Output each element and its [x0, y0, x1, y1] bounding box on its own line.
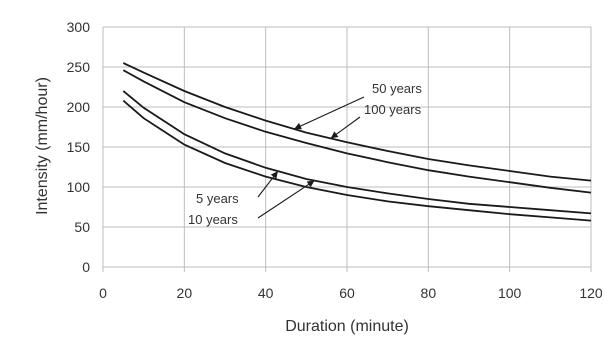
- y-tick-label: 300: [67, 19, 91, 35]
- y-axis-title: Intensity (mm/hour): [34, 77, 51, 215]
- x-tick-label: 80: [421, 285, 437, 301]
- series-line-10-years: [122, 99, 592, 222]
- arrow-line: [257, 180, 315, 219]
- annotations: 50 years 100 years 5 years 10 years: [188, 81, 422, 227]
- arrowhead: [270, 171, 278, 179]
- x-tick-label: 100: [498, 285, 522, 301]
- annotation-arrow: 50 years: [293, 81, 422, 130]
- y-tick-label: 250: [67, 59, 91, 75]
- x-tick-label: 20: [177, 285, 193, 301]
- y-tick-label: 200: [67, 99, 91, 115]
- x-tick-label: 60: [339, 285, 355, 301]
- series-line-50-years: [122, 62, 592, 182]
- arrowhead: [330, 131, 339, 139]
- series-lines: [122, 62, 592, 222]
- y-tick-label: 150: [67, 139, 91, 155]
- gridlines: [102, 26, 592, 272]
- annotation-label: 50 years: [372, 81, 422, 96]
- arrowhead: [294, 122, 302, 130]
- x-tick-label: 120: [579, 285, 603, 301]
- x-tick-label: 0: [99, 285, 107, 301]
- annotation-label: 100 years: [364, 102, 422, 117]
- annotation-arrow: 10 years: [188, 180, 315, 227]
- annotation-label: 5 years: [196, 191, 239, 206]
- annotation-arrow: 100 years: [330, 102, 422, 139]
- arrow-line: [293, 96, 365, 130]
- x-axis-title: Duration (minute): [285, 318, 409, 335]
- series-line-5-years: [122, 90, 592, 215]
- annotation-label: 10 years: [188, 212, 238, 227]
- y-tick-label: 0: [82, 259, 90, 275]
- x-tick-label: 40: [258, 285, 274, 301]
- annotation-arrow: 5 years: [196, 170, 279, 206]
- arrowhead: [306, 180, 315, 188]
- y-tick-label: 100: [67, 179, 91, 195]
- series-line-100-years: [122, 69, 592, 194]
- tick-labels: 0 20 40 60 80 100 120 0 50 100 150 200 250 300: [67, 19, 603, 301]
- y-tick-label: 50: [74, 219, 90, 235]
